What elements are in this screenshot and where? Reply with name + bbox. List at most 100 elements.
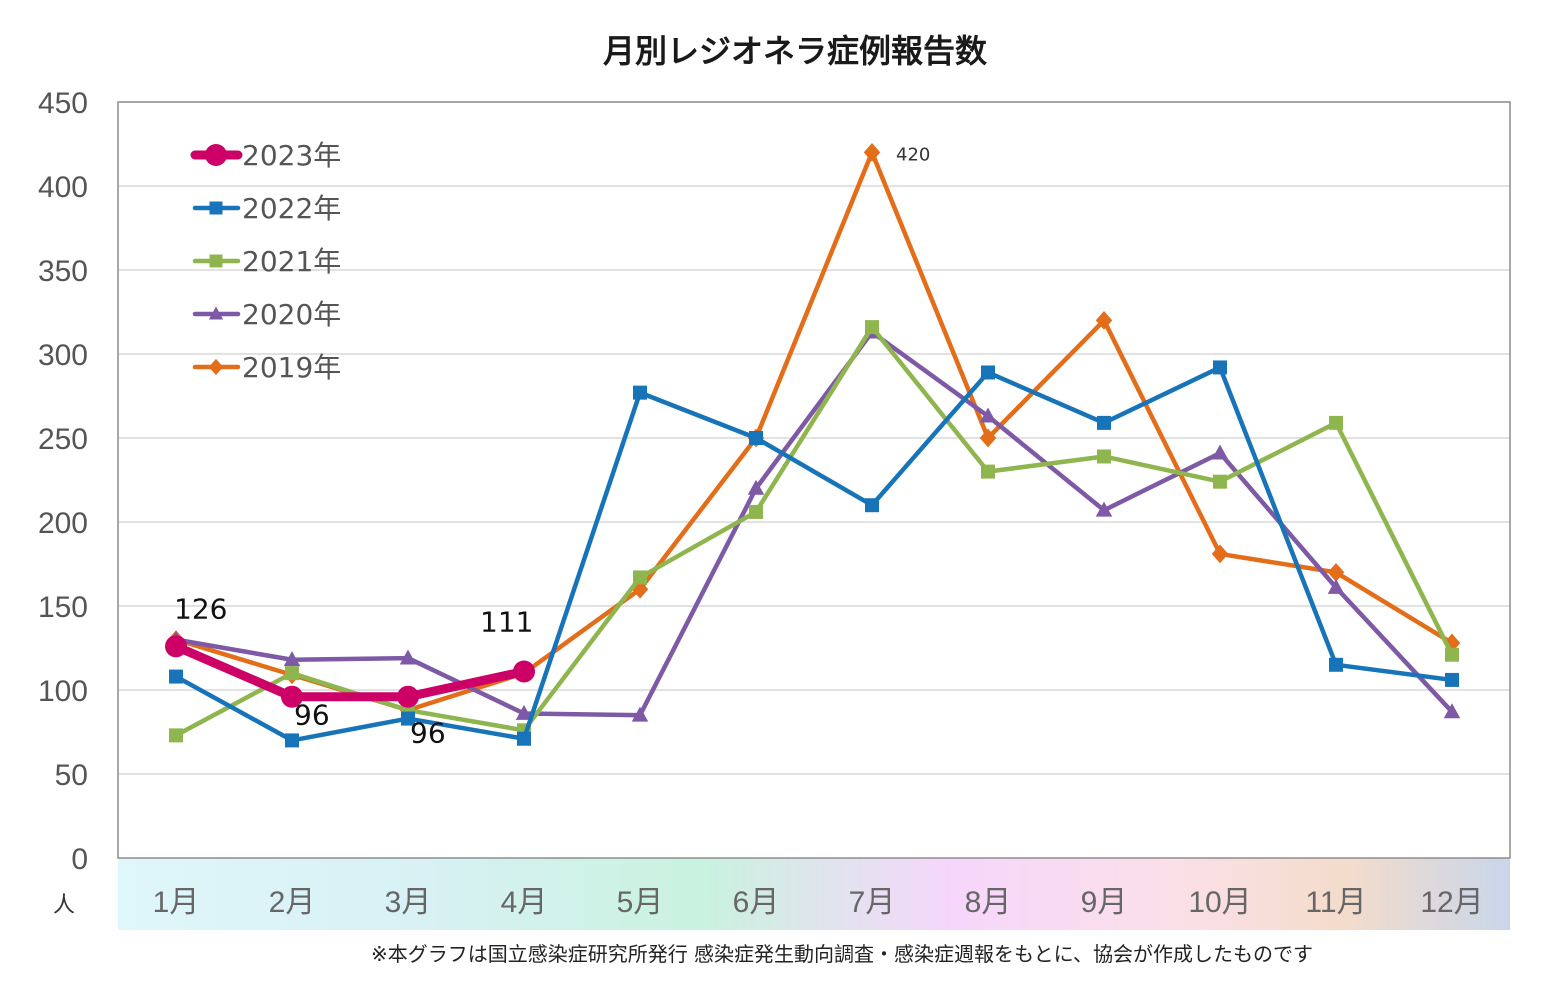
x-tick-label: 2月	[269, 886, 316, 919]
series-2021	[169, 320, 1459, 743]
data-point-2020	[515, 704, 533, 720]
legend-marker	[209, 254, 223, 268]
data-label: 126	[174, 592, 227, 625]
data-point-2020	[283, 651, 301, 667]
data-point-2020	[1095, 501, 1113, 517]
legend-label: 2020年	[242, 298, 341, 331]
x-tick-label: 6月	[733, 886, 780, 919]
data-point-2020	[979, 407, 997, 423]
data-point-2021	[865, 320, 879, 335]
data-point-2022	[1329, 657, 1343, 672]
legend-label: 2022年	[242, 192, 341, 225]
data-label: 111	[480, 606, 533, 639]
y-tick-label: 300	[38, 339, 88, 372]
x-tick-label: 5月	[617, 886, 664, 919]
y-axis-ticks: 0 50 100 150 200 250 300 350 400 450	[38, 87, 88, 876]
data-point-2023	[513, 660, 535, 683]
y-tick-label: 400	[38, 171, 88, 204]
chart-title: 月別レジオネラ症例報告数	[603, 32, 988, 70]
series-2022	[169, 360, 1459, 748]
legend-label: 2021年	[242, 245, 341, 278]
series-line-2019	[173, 150, 1455, 713]
x-tick-label: 11月	[1305, 886, 1366, 919]
legend-item-2019: 2019年	[192, 351, 341, 384]
x-tick-label: 10月	[1188, 886, 1251, 919]
data-point-2020	[1211, 444, 1229, 460]
legend-marker	[208, 358, 224, 376]
legend-marker	[209, 201, 223, 215]
x-axis-ticks: 1月 2月 3月 4月 5月 6月 7月 8月 9月 10月 11月 12月	[153, 886, 1484, 919]
data-point-2022	[865, 498, 879, 513]
data-point-2019	[1211, 544, 1229, 564]
data-point-2022	[169, 669, 183, 684]
data-point-2021	[633, 570, 647, 585]
legend: 2023年 2022年 2021年 2020年 2019年	[190, 139, 341, 384]
legend-label: 2023年	[242, 139, 341, 172]
data-label: 96	[294, 699, 330, 732]
data-point-2019	[1327, 563, 1345, 582]
data-point-2020	[1443, 703, 1461, 719]
data-point-2021	[1329, 415, 1343, 430]
legend-item-2021: 2021年	[192, 245, 341, 278]
data-point-2021	[981, 464, 995, 479]
data-label: 420	[896, 144, 930, 165]
data-point-2019	[1095, 311, 1113, 330]
series-line-2021	[173, 324, 1455, 738]
x-tick-label: 9月	[1081, 886, 1128, 919]
series-line-2023	[171, 641, 529, 702]
data-point-2019	[863, 143, 881, 162]
data-point-2020	[1327, 578, 1345, 594]
legend-marker	[205, 144, 227, 166]
data-point-2022	[1097, 415, 1111, 430]
series-2020	[167, 323, 1461, 722]
data-point-2020	[747, 479, 765, 495]
data-label: 96	[410, 717, 446, 750]
legend-marker	[208, 306, 224, 320]
x-tick-label: 7月	[849, 886, 896, 919]
data-point-2023	[165, 635, 187, 658]
y-tick-label: 50	[55, 759, 88, 792]
footnote: ※本グラフは国立感染症研究所発行 感染症発生動向調査・感染症週報をもとに、協会が…	[371, 942, 1313, 966]
y-axis-unit-label: 人	[53, 893, 75, 918]
data-point-2021	[285, 666, 299, 681]
data-point-2021	[1213, 474, 1227, 489]
data-point-2021	[1097, 449, 1111, 464]
data-point-2022	[1445, 672, 1459, 687]
x-tick-label: 1月	[153, 886, 200, 919]
data-point-2023	[281, 685, 303, 708]
data-point-2022	[285, 733, 299, 748]
y-tick-label: 150	[38, 591, 88, 624]
y-tick-label: 450	[38, 87, 88, 120]
series-2023	[165, 635, 535, 708]
series-line-2020	[173, 329, 1455, 718]
data-labels: 126 96 96 111 420	[174, 144, 930, 749]
series-2019	[167, 143, 1461, 720]
data-point-2021	[169, 728, 183, 743]
x-tick-label: 12月	[1420, 886, 1483, 919]
plot-area-border	[117, 101, 1511, 859]
y-tick-label: 100	[38, 675, 88, 708]
legend-item-2023: 2023年	[190, 139, 341, 172]
data-point-2022	[633, 385, 647, 400]
legend-item-2022: 2022年	[192, 192, 341, 225]
data-point-2022	[517, 731, 531, 746]
x-axis-band	[118, 858, 1510, 930]
legend-item-2020: 2020年	[192, 298, 341, 331]
series-line-2022	[173, 365, 1455, 743]
x-tick-label: 4月	[501, 886, 548, 919]
data-point-2021	[749, 504, 763, 519]
legend-label: 2019年	[242, 351, 341, 384]
y-tick-label: 250	[38, 423, 88, 456]
data-point-2020	[399, 649, 417, 665]
data-point-2022	[749, 431, 763, 445]
data-point-2019	[979, 428, 997, 448]
data-point-2022	[981, 365, 995, 380]
x-tick-label: 3月	[385, 886, 432, 919]
y-tick-label: 200	[38, 507, 88, 540]
data-point-2022	[1213, 360, 1227, 375]
data-point-2021	[1445, 647, 1459, 662]
y-tick-label: 0	[71, 843, 88, 876]
y-tick-label: 350	[38, 255, 88, 288]
data-point-2022	[401, 711, 415, 726]
